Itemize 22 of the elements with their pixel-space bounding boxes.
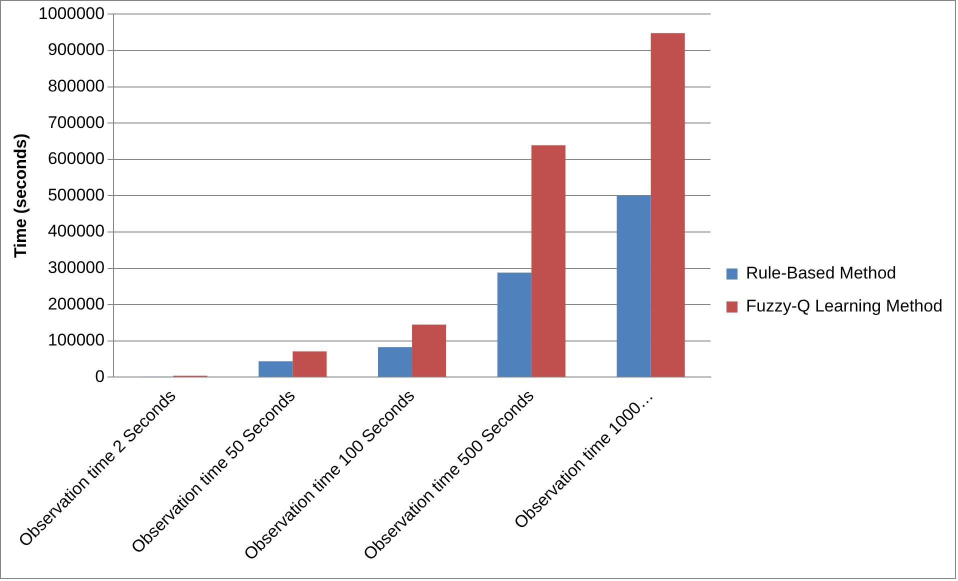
bar — [292, 351, 327, 377]
legend-label: Rule-Based Method — [746, 264, 896, 283]
y-tick-label: 200000 — [48, 294, 105, 314]
bar — [258, 361, 293, 377]
bar — [378, 347, 412, 377]
y-tick-label: 400000 — [48, 222, 105, 241]
y-tick-label: 600000 — [48, 149, 105, 168]
y-tick-label: 500000 — [48, 185, 105, 204]
y-tick-label: 700000 — [48, 112, 105, 132]
bar — [650, 33, 685, 377]
bar — [616, 196, 651, 377]
y-axis-title: Time (seconds) — [10, 134, 30, 258]
y-tick-label: 900000 — [48, 40, 105, 60]
legend-label: Fuzzy-Q Learning Method — [746, 296, 943, 316]
y-tick-label: 300000 — [48, 258, 105, 277]
bar — [497, 272, 532, 377]
bar — [531, 145, 566, 377]
y-tick-label: 1000000 — [38, 4, 105, 23]
bar — [412, 324, 446, 377]
y-tick-label: 0 — [95, 366, 105, 386]
y-tick-label: 100000 — [48, 330, 105, 350]
y-tick-label: 800000 — [48, 76, 105, 96]
